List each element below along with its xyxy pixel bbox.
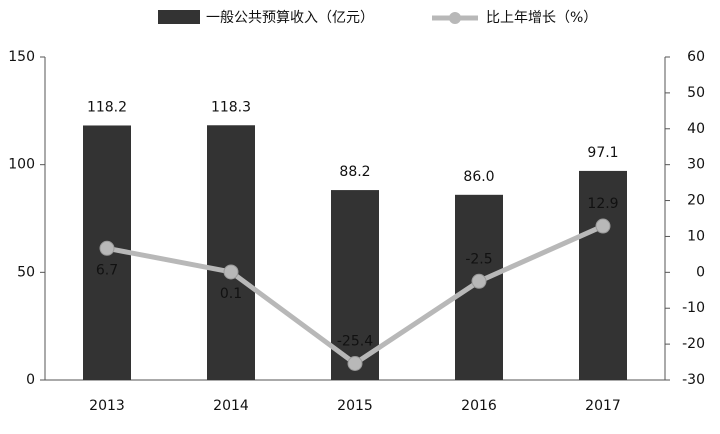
legend-swatch [449,12,461,24]
y2-tick-label: 50 [687,85,705,101]
y2-tick-label: -30 [682,372,705,388]
line-value-label: 12.9 [587,196,618,212]
line-value-label: 6.7 [96,262,118,278]
x-tick-label: 2017 [585,398,621,414]
line-point [347,355,363,371]
bar-value-label: 88.2 [339,164,370,180]
y2-tick-label: 60 [687,49,705,65]
y-tick-label: 50 [17,264,35,280]
y2-tick-label: 40 [687,121,705,137]
x-tick-label: 2013 [89,398,125,414]
bar [579,170,627,380]
x-tick-label: 2015 [337,398,373,414]
line-value-label: -2.5 [465,251,492,267]
y2-tick-label: -10 [682,300,705,316]
y2-tick-label: 10 [687,228,705,244]
x-tick-label: 2016 [461,398,497,414]
line-point [99,240,115,256]
line-point [595,218,611,234]
y-tick-label: 150 [8,49,35,65]
bar [331,190,379,380]
y2-tick-label: -20 [682,336,705,352]
legend-swatch [158,10,200,24]
bar-value-label: 118.2 [87,99,127,115]
line-point [223,264,239,280]
bar-value-label: 118.3 [211,99,251,115]
y2-tick-label: 30 [687,157,705,173]
line-value-label: -25.4 [337,333,373,349]
y-tick-label: 100 [8,157,35,173]
bar [207,125,255,380]
legend-label: 比上年增长（%） [486,10,597,26]
legend-label: 一般公共预算收入（亿元） [206,10,374,26]
line-point [471,273,487,289]
x-tick-label: 2014 [213,398,249,414]
y2-tick-label: 20 [687,193,705,209]
bar-value-label: 97.1 [587,145,618,161]
line-value-label: 0.1 [220,286,242,302]
y2-tick-label: 0 [696,264,705,280]
bar-value-label: 86.0 [463,169,494,185]
y-tick-label: 0 [26,372,35,388]
